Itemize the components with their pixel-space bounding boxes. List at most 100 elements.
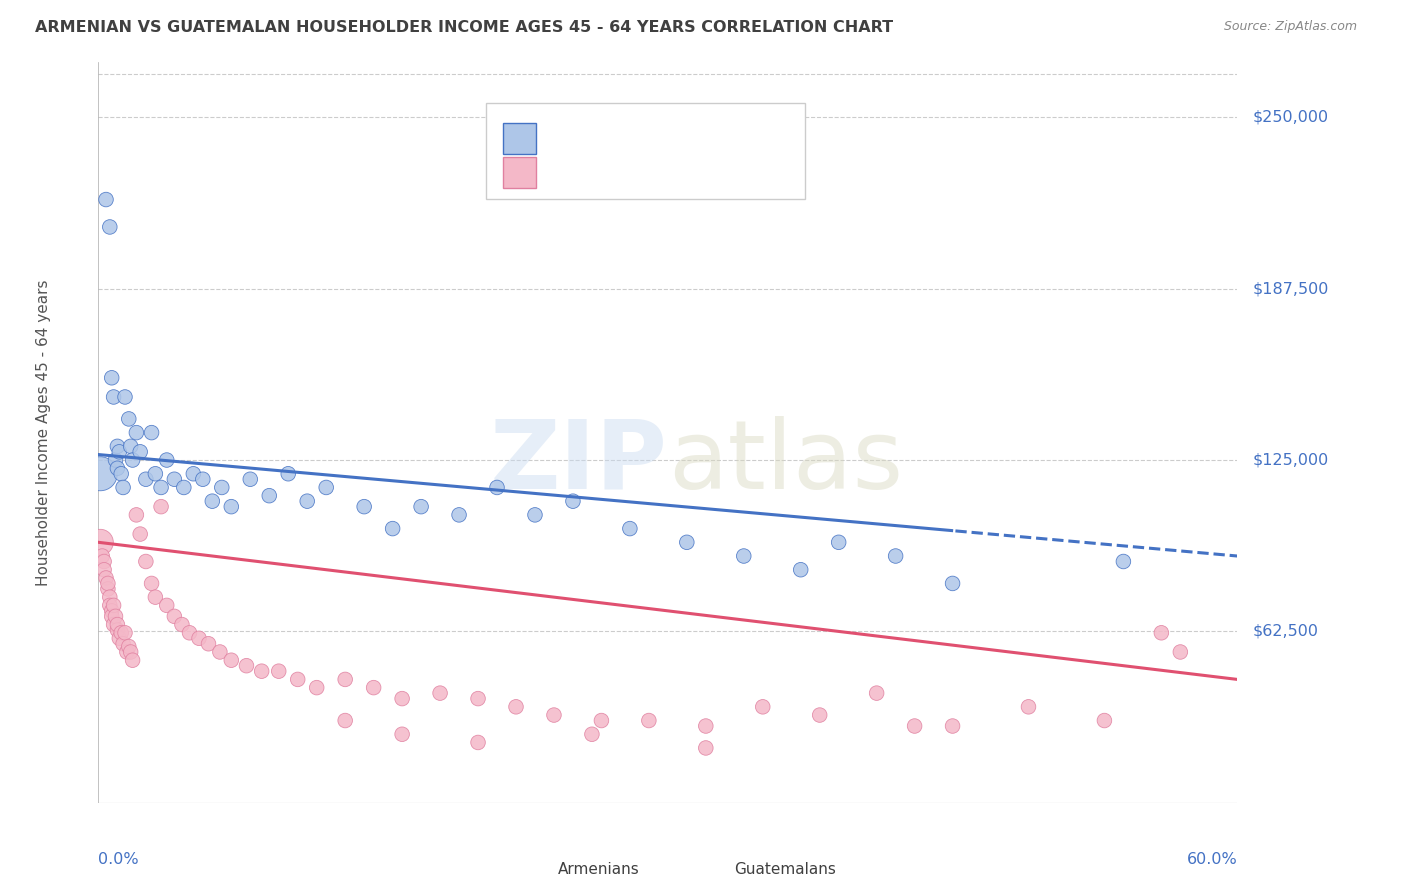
Point [104,453,127,467]
Text: Armenians: Armenians [557,862,640,877]
Point [305,681,328,695]
Text: R =  -0.271: R = -0.271 [546,129,641,148]
Point [828,535,851,549]
Point [866,686,889,700]
Point [391,691,413,706]
Point [197,637,219,651]
Text: Householder Income Ages 45 - 64 years: Householder Income Ages 45 - 64 years [37,279,51,586]
Point [170,617,193,632]
Point [211,480,233,494]
Text: N = 67: N = 67 [690,164,748,182]
Point [125,425,148,440]
Point [638,714,661,728]
Point [114,625,136,640]
Point [411,500,433,514]
Point [93,554,115,568]
Point [121,453,143,467]
Point [150,480,173,494]
Point [250,664,273,678]
Point [156,599,179,613]
Point [110,467,132,481]
Point [543,708,565,723]
Point [98,590,121,604]
Point [135,554,157,568]
Point [259,489,281,503]
Point [221,500,243,514]
Text: 60.0%: 60.0% [1187,852,1237,867]
Point [104,609,127,624]
Point [467,691,489,706]
Point [103,599,125,613]
Point [942,719,965,733]
Point [201,494,224,508]
Text: R =  -0.492: R = -0.492 [546,164,641,182]
Point [89,467,111,481]
Point [429,686,451,700]
Point [163,472,186,486]
Text: ZIP: ZIP [489,416,668,508]
Point [221,653,243,667]
Text: $62,500: $62,500 [1253,624,1319,639]
Point [619,522,641,536]
Point [335,673,357,687]
Text: 0.0%: 0.0% [98,852,139,867]
Point [562,494,585,508]
Point [524,508,547,522]
Point [335,714,357,728]
Point [150,500,173,514]
Point [505,699,527,714]
Point [752,699,775,714]
Point [98,599,121,613]
Point [581,727,603,741]
Point [695,741,717,756]
Point [904,719,927,733]
FancyBboxPatch shape [689,858,727,882]
Point [110,625,132,640]
FancyBboxPatch shape [485,103,804,200]
Point [297,494,319,508]
Point [183,467,205,481]
Point [120,439,142,453]
Point [135,472,157,486]
Point [239,472,262,486]
Point [676,535,699,549]
Point [591,714,613,728]
Text: $125,000: $125,000 [1253,452,1329,467]
Point [1094,714,1116,728]
Point [179,625,201,640]
Point [115,645,138,659]
Point [277,467,299,481]
Point [287,673,309,687]
Text: $187,500: $187,500 [1253,281,1329,296]
Point [1018,699,1040,714]
Point [391,727,413,741]
Point [315,480,337,494]
Point [353,500,375,514]
Point [108,632,131,646]
Point [100,371,122,385]
Point [141,425,163,440]
Point [107,461,129,475]
Point [191,472,214,486]
FancyBboxPatch shape [503,123,536,154]
Point [100,609,122,624]
Point [173,480,195,494]
Point [808,708,831,723]
Point [93,563,115,577]
Point [129,527,152,541]
Point [449,508,471,522]
Point [467,735,489,749]
Point [884,549,907,563]
Text: N = 49: N = 49 [690,129,748,148]
Point [235,658,257,673]
Point [118,640,141,654]
Point [107,617,129,632]
Text: Source: ZipAtlas.com: Source: ZipAtlas.com [1223,20,1357,33]
Point [145,590,167,604]
Point [163,609,186,624]
Point [112,637,135,651]
Point [208,645,231,659]
Point [118,412,141,426]
Point [94,193,117,207]
Point [103,617,125,632]
